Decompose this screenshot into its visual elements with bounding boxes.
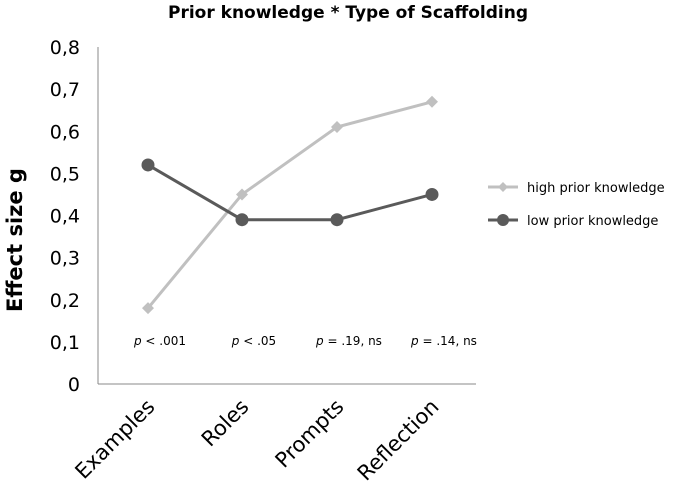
p-symbol: p bbox=[410, 334, 419, 348]
p-symbol: p bbox=[133, 334, 142, 348]
x-tick-label: Reflection bbox=[353, 395, 444, 486]
legend-label: high prior knowledge bbox=[527, 181, 665, 196]
data-point-circle bbox=[141, 158, 155, 172]
data-point-diamond bbox=[236, 188, 248, 201]
y-tick-label: 0,1 bbox=[50, 332, 80, 354]
x-tick-label: Roles bbox=[197, 395, 254, 452]
y-tick-label: 0,3 bbox=[50, 248, 80, 270]
legend-marker-circle bbox=[497, 214, 509, 226]
p-symbol: p bbox=[315, 334, 324, 348]
y-tick-label: 0,6 bbox=[50, 121, 80, 143]
legend-label: low prior knowledge bbox=[527, 214, 658, 229]
p-value-text: < .001 bbox=[142, 334, 186, 348]
data-point-circle bbox=[425, 187, 439, 201]
y-tick-label: 0,4 bbox=[50, 206, 80, 228]
data-point-diamond bbox=[426, 95, 438, 108]
p-value-text: = .14, ns bbox=[419, 334, 477, 348]
p-value-text: < .05 bbox=[239, 334, 276, 348]
chart-title: Prior knowledge * Type of Scaffolding bbox=[168, 3, 528, 23]
p-symbol: p bbox=[231, 334, 240, 348]
series-line-low bbox=[147, 163, 433, 222]
series-line-high bbox=[146, 100, 433, 310]
data-point-circle bbox=[330, 213, 344, 227]
p-value-annotation: p = .14, ns bbox=[410, 334, 477, 348]
series-group bbox=[141, 95, 439, 315]
y-tick-label: 0 bbox=[68, 374, 80, 396]
x-tick-group: Examples Roles Prompts Reflection bbox=[70, 395, 443, 486]
y-tick-label: 0,7 bbox=[50, 79, 80, 101]
p-value-text: = .19, ns bbox=[324, 334, 382, 348]
data-point-diamond bbox=[331, 121, 343, 134]
x-tick-label: Examples bbox=[70, 395, 159, 484]
y-tick-label: 0,2 bbox=[50, 290, 80, 312]
legend: high prior knowledge low prior knowledge bbox=[488, 181, 665, 229]
p-value-annotation: p < .001 bbox=[133, 334, 186, 348]
y-tick-group: 0 0,1 0,2 0,3 0,4 0,5 0,6 0,7 0,8 bbox=[50, 37, 80, 396]
y-tick-label: 0,5 bbox=[50, 163, 80, 185]
y-axis-label: Effect size g bbox=[3, 168, 27, 312]
data-point-diamond bbox=[142, 302, 154, 315]
data-point-circle bbox=[235, 213, 249, 227]
p-value-annotation: p < .05 bbox=[231, 334, 276, 348]
x-tick-label: Prompts bbox=[271, 395, 349, 473]
legend-marker-diamond bbox=[498, 182, 508, 192]
p-value-annotation: p = .19, ns bbox=[315, 334, 382, 348]
y-tick-label: 0,8 bbox=[50, 37, 80, 59]
annotation-group: p < .001 p < .05 p = .19, ns p = .14, ns bbox=[133, 334, 477, 348]
